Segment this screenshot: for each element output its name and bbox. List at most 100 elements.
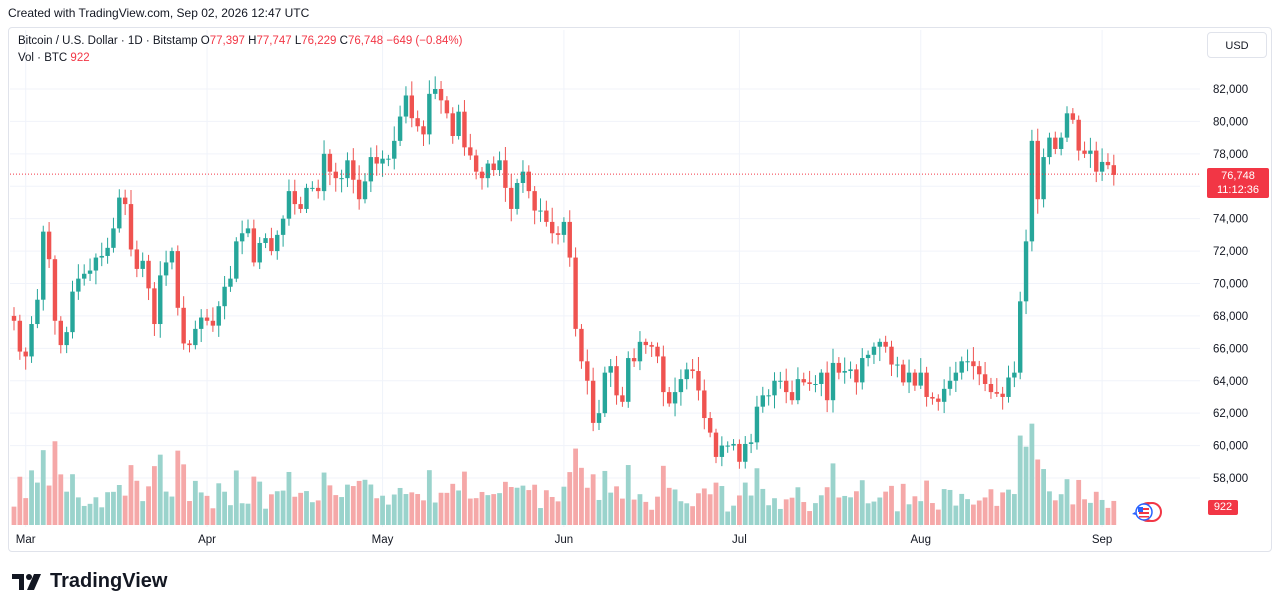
- candle-body: [743, 443, 748, 462]
- volume-bar: [251, 476, 257, 525]
- close-value: 76,748: [347, 35, 384, 47]
- volume-bar: [23, 498, 29, 525]
- candle-body: [631, 358, 637, 362]
- open-label: O: [200, 35, 210, 47]
- volume-bar: [17, 476, 23, 525]
- volume-bar: [912, 496, 918, 525]
- volume-bar: [532, 484, 538, 525]
- volume-bar: [321, 472, 327, 525]
- volume-legend: Vol · BTC 922: [18, 52, 90, 64]
- volume-bar: [1006, 489, 1011, 525]
- candle-body: [280, 218, 286, 235]
- volume-bar: [374, 498, 380, 525]
- volume-bar: [503, 481, 508, 525]
- candle-body: [637, 341, 643, 362]
- volume-bar: [684, 503, 690, 525]
- chart-panel[interactable]: [8, 27, 1272, 552]
- tradingview-brand[interactable]: TradingView: [12, 570, 167, 593]
- candle-body: [877, 341, 882, 347]
- volume-bar: [854, 491, 859, 525]
- candle-body: [403, 95, 409, 117]
- candle-body: [514, 183, 520, 209]
- volume-bar: [479, 491, 485, 525]
- volume-bar: [538, 508, 543, 525]
- volume-bar: [29, 470, 34, 525]
- candle-body: [181, 307, 186, 344]
- volume-bar: [754, 468, 760, 525]
- volume-bar: [163, 491, 169, 525]
- candle-body: [813, 383, 818, 385]
- volume-bars: [11, 423, 1117, 525]
- candle-body: [620, 395, 625, 402]
- candle-body: [526, 171, 531, 192]
- candle-body: [87, 270, 93, 274]
- us-flag-events-icon[interactable]: [1126, 500, 1168, 524]
- candle-body: [99, 255, 104, 258]
- candle-body: [310, 187, 315, 189]
- candle-body: [795, 379, 801, 401]
- candle-body: [64, 332, 69, 346]
- candle-body: [257, 242, 262, 263]
- currency-button[interactable]: USD: [1207, 32, 1267, 58]
- candle-body: [871, 346, 877, 355]
- candle-body: [860, 358, 865, 383]
- volume-bar: [573, 448, 578, 525]
- candle-body: [23, 351, 28, 357]
- candle-body: [111, 228, 116, 248]
- candle-body: [982, 374, 988, 384]
- candle-body: [854, 369, 859, 383]
- candle-body: [41, 231, 46, 300]
- volume-bar: [543, 490, 549, 525]
- open-value: 77,397: [209, 35, 245, 47]
- candle-body: [766, 395, 771, 397]
- candle-body: [175, 251, 180, 308]
- symbol-title[interactable]: Bitcoin / U.S. Dollar · 1D · Bitstamp: [18, 35, 198, 47]
- volume-bar: [731, 505, 736, 525]
- volume-bar: [561, 486, 567, 525]
- candle-body: [46, 231, 52, 260]
- volume-bar: [625, 465, 631, 525]
- volume-bar: [356, 480, 362, 525]
- candle-body: [11, 315, 17, 321]
- candle-body: [263, 238, 268, 243]
- volume-bar: [462, 471, 467, 525]
- candle-body: [801, 379, 806, 383]
- bar-countdown: 11:12:36: [1216, 184, 1259, 196]
- candle-body: [579, 328, 584, 362]
- volume-bar: [1011, 494, 1017, 525]
- volume-bar: [906, 504, 912, 525]
- candle-body: [333, 171, 338, 179]
- candle-body: [573, 257, 578, 329]
- volume-bar: [362, 479, 368, 525]
- candle-body: [1012, 372, 1017, 378]
- candle-body: [316, 187, 321, 192]
- volume-bar: [631, 499, 637, 525]
- candle-body: [187, 343, 192, 346]
- time-tick-label: Apr: [198, 534, 216, 546]
- candle-body: [216, 306, 221, 326]
- candle-body: [362, 181, 368, 200]
- candle-body: [52, 259, 58, 321]
- high-label: H: [248, 35, 257, 47]
- time-tick-label: Aug: [911, 534, 931, 546]
- volume-bar: [339, 497, 344, 525]
- candle-body: [1058, 137, 1064, 149]
- candle-body: [251, 228, 257, 263]
- candle-body: [725, 445, 730, 447]
- volume-bar: [707, 494, 713, 525]
- candle-body: [152, 288, 157, 325]
- volume-bar: [426, 470, 432, 525]
- volume-bar: [122, 495, 128, 525]
- candle-body: [509, 187, 514, 209]
- candle-body: [924, 372, 929, 397]
- candle-body: [520, 171, 526, 184]
- candle-body: [245, 228, 251, 234]
- volume-bar: [549, 496, 555, 525]
- candle-body: [567, 221, 572, 258]
- candle-body: [626, 358, 631, 402]
- volume-bar: [795, 487, 801, 525]
- candle-body: [1070, 113, 1076, 120]
- candle-body: [468, 147, 473, 156]
- candle-body: [374, 157, 379, 164]
